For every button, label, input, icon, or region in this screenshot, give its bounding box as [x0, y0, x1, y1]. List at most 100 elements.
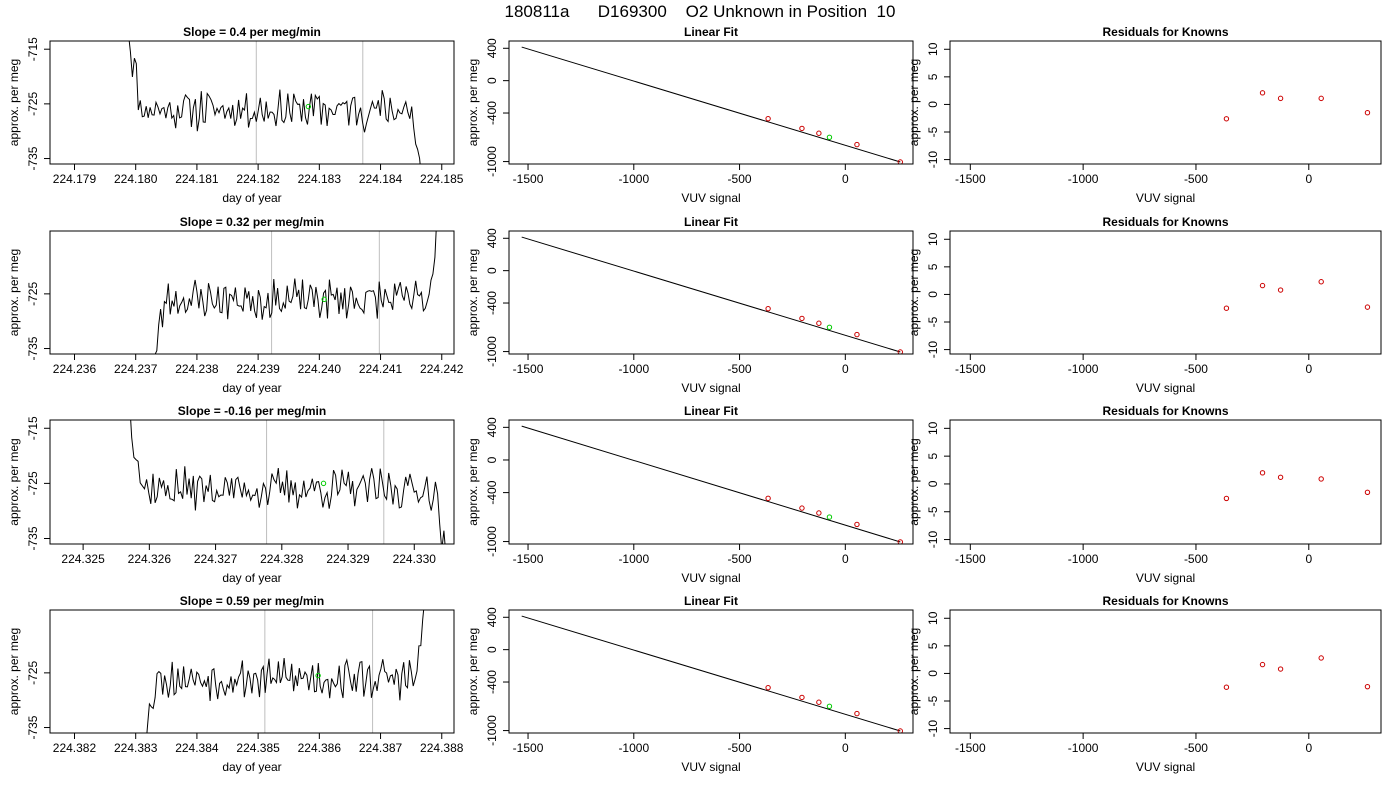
panel-residuals-1: Residuals for Knowns VUV signal approx. pe…	[907, 215, 1382, 395]
y-tick-label: -400	[485, 480, 499, 504]
residual-point	[1259, 90, 1266, 96]
y-axis-label: approx. per meg	[7, 59, 21, 146]
plot-frame	[49, 230, 455, 355]
x-tick-label: 0	[842, 552, 849, 566]
fit-line	[521, 425, 901, 543]
x-tick-label: 0	[842, 172, 849, 186]
panel-timeseries-2: Slope = -0.16 per meg/min day of year appr…	[7, 404, 455, 585]
y-tick-label: -715	[26, 37, 40, 61]
residual-point	[1318, 279, 1324, 285]
known-point	[897, 349, 904, 354]
known-point	[816, 130, 822, 136]
y-tick-label: 0	[926, 670, 940, 677]
x-tick-label: 224.386	[298, 741, 342, 755]
x-tick-label: -500	[1184, 362, 1208, 376]
y-tick-label: -5	[926, 126, 940, 137]
y-tick-label: 5	[926, 263, 940, 270]
y-tick-label: 10	[926, 611, 940, 625]
known-point	[765, 305, 771, 312]
x-tick-label: -1000	[618, 741, 649, 755]
y-tick-label: -735	[26, 526, 40, 550]
residual-point	[1259, 470, 1266, 476]
x-tick-label: -500	[728, 172, 752, 186]
residual-point	[1364, 304, 1371, 310]
x-tick-label: -1000	[618, 552, 649, 566]
y-tick-label: -400	[485, 670, 499, 694]
x-tick-label: 0	[842, 741, 849, 755]
residual-point	[1223, 116, 1230, 122]
panel-title: Linear Fit	[684, 25, 738, 39]
panel-fit-0: Linear Fit VUV signal approx. per meg -1500…	[466, 25, 914, 205]
y-axis-label: approx. per meg	[7, 249, 21, 336]
y-tick-label: -725	[26, 92, 40, 116]
residual-point	[1277, 474, 1284, 480]
panel-residuals-2: Residuals for Knowns VUV signal approx. pe…	[907, 404, 1382, 585]
x-axis-label: day of year	[222, 760, 281, 774]
y-tick-label: -1000	[485, 715, 499, 746]
x-axis-label: VUV signal	[681, 191, 740, 205]
y-tick-label: -10	[926, 151, 940, 169]
x-tick-label: -1000	[1068, 741, 1099, 755]
panel-timeseries-1: Slope = 0.32 per meg/min day of year appro…	[7, 215, 464, 395]
plot-area	[154, 231, 437, 354]
plot-area	[1223, 279, 1371, 311]
residual-point	[1277, 95, 1284, 102]
x-tick-label: 224.238	[175, 362, 219, 376]
unknown-point	[826, 324, 833, 330]
y-axis-label: approx. per meg	[466, 438, 480, 525]
y-tick-label: -5	[926, 506, 940, 517]
y-tick-label: 0	[485, 267, 499, 274]
plot-frame	[49, 609, 455, 734]
y-tick-label: -725	[26, 471, 40, 495]
panel-timeseries-3: Slope = 0.59 per meg/min day of year appro…	[7, 594, 464, 774]
x-axis-label: VUV signal	[681, 381, 740, 395]
known-point	[816, 699, 822, 705]
x-tick-label: 0	[1305, 741, 1312, 755]
known-point	[897, 539, 904, 544]
panel-timeseries-0: Slope = 0.4 per meg/min day of year approx…	[7, 25, 464, 205]
y-tick-label: 400	[485, 417, 499, 437]
known-point	[854, 521, 860, 528]
x-tick-label: -1000	[1068, 552, 1099, 566]
residual-point	[1318, 476, 1324, 482]
y-tick-label: -400	[485, 291, 499, 315]
panel-fit-1: Linear Fit VUV signal approx. per meg -1500…	[466, 215, 914, 395]
x-tick-label: 224.383	[114, 741, 158, 755]
x-tick-label: 224.382	[53, 741, 97, 755]
y-tick-label: 10	[926, 421, 940, 435]
y-axis-label: approx. per meg	[907, 438, 921, 525]
y-tick-label: -1000	[485, 146, 499, 177]
x-axis-label: VUV signal	[681, 760, 740, 774]
known-point	[799, 125, 805, 132]
panel-title: Slope = 0.4 per meg/min	[183, 25, 321, 39]
residual-point	[1277, 666, 1284, 672]
signal-trace	[130, 420, 446, 544]
plot-area	[1223, 90, 1371, 122]
known-point	[854, 331, 860, 338]
y-axis-label: approx. per meg	[907, 628, 921, 715]
y-axis-label: approx. per meg	[466, 628, 480, 715]
known-point	[816, 320, 822, 326]
x-tick-label: 224.384	[175, 741, 219, 755]
x-tick-label: -1000	[618, 172, 649, 186]
signal-trace	[154, 231, 437, 354]
panel-residuals-3: Residuals for Knowns VUV signal approx. pe…	[907, 594, 1382, 774]
panel-title: Slope = 0.59 per meg/min	[180, 594, 324, 608]
x-tick-label: -1500	[513, 741, 544, 755]
x-tick-label: 224.327	[194, 552, 238, 566]
y-tick-label: -1000	[485, 526, 499, 557]
unknown-point	[826, 514, 833, 520]
known-point	[799, 694, 805, 701]
unknown-point	[321, 296, 327, 303]
x-tick-label: 224.185	[420, 172, 464, 186]
signal-trace	[146, 610, 425, 733]
known-point	[765, 495, 771, 502]
residual-point	[1223, 495, 1230, 502]
x-axis-label: day of year	[222, 381, 281, 395]
x-tick-label: -1500	[513, 362, 544, 376]
x-axis-label: VUV signal	[1136, 191, 1195, 205]
y-tick-label: 0	[926, 101, 940, 108]
x-axis-label: VUV signal	[1136, 760, 1195, 774]
page-title: 180811a D169300 O2 Unknown in Position 1…	[504, 2, 896, 21]
x-tick-label: -500	[1184, 172, 1208, 186]
